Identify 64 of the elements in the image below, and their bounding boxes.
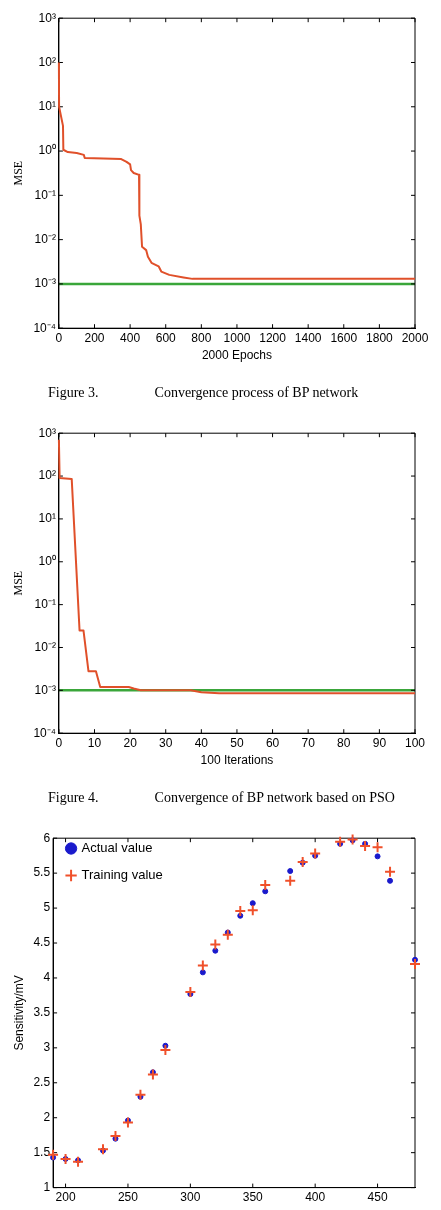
x-tick-label: 70 [301, 735, 316, 750]
y-tick-label: 10⁻³ [34, 276, 56, 291]
y-tick-label: 3.5 [33, 1005, 51, 1020]
x-tick-label: 60 [265, 735, 280, 750]
x-tick-label: 50 [230, 735, 244, 750]
x-tick-label: 200 [55, 1190, 76, 1205]
y-tick-label: 6 [43, 830, 51, 845]
x-axis-title: 100 Iterations [200, 753, 274, 768]
x-axis-title: 2000 Epochs [201, 348, 272, 363]
y-tick-label: 10⁻² [34, 639, 56, 654]
y-tick-label: 3 [43, 1040, 51, 1055]
x-tick-label: 1600 [330, 330, 358, 345]
caption: Figure 4. Convergence of BP network based on PSO [47, 789, 396, 807]
x-tick-label: 90 [372, 735, 387, 750]
y-axis-title: MSE [11, 570, 26, 596]
x-tick-label: 1800 [366, 330, 394, 345]
y-tick-label: 10² [38, 468, 56, 483]
x-tick-label: 40 [194, 735, 209, 750]
y-tick-label: 2.5 [33, 1075, 51, 1090]
y-tick-label: 10⁻⁴ [33, 320, 56, 335]
y-tick-label: 10³ [38, 10, 56, 25]
x-tick-label: 300 [180, 1190, 201, 1205]
y-tick-label: 10⁻¹ [34, 596, 56, 611]
y-tick-label: 4.5 [33, 935, 51, 950]
legend-label: Training value [81, 867, 163, 883]
y-tick-label: 10⁻² [34, 231, 56, 246]
x-tick-label: 450 [367, 1190, 388, 1205]
y-axis-title: Sensitivity/mV [11, 975, 26, 1051]
y-tick-label: 10¹ [38, 511, 56, 526]
x-tick-label: 1000 [223, 330, 251, 345]
x-tick-label: 0 [55, 330, 63, 345]
y-tick-label: 1.5 [33, 1144, 51, 1159]
x-tick-label: 1200 [259, 330, 287, 345]
x-tick-label: 100 [404, 735, 426, 750]
x-tick-label: 20 [123, 735, 138, 750]
y-tick-label: 4 [43, 970, 51, 985]
y-tick-label: 10⁻⁴ [33, 725, 56, 740]
y-tick-label: 10² [38, 54, 56, 69]
y-tick-label: 1 [43, 1179, 51, 1194]
x-tick-label: 400 [120, 330, 141, 345]
x-tick-label: 80 [337, 735, 351, 750]
y-tick-label: 10⁻³ [34, 682, 56, 697]
x-tick-label: 400 [305, 1190, 326, 1205]
caption: Figure 3. Convergence process of BP network [47, 384, 360, 402]
x-tick-label: 200 [84, 330, 105, 345]
x-tick-label: 0 [55, 735, 63, 750]
y-tick-label: 10¹ [38, 99, 56, 114]
y-axis-title: MSE [11, 160, 26, 186]
x-tick-label: 30 [159, 735, 173, 750]
x-tick-label: 10 [87, 735, 102, 750]
legend-label: Actual value [81, 840, 153, 856]
x-tick-label: 600 [155, 330, 177, 345]
x-tick-label: 800 [191, 330, 212, 345]
x-tick-label: 1400 [294, 330, 322, 345]
y-tick-label: 10⁰ [38, 554, 56, 569]
y-tick-label: 10⁰ [38, 143, 56, 158]
y-tick-label: 5.5 [33, 865, 51, 880]
x-tick-label: 2000 [401, 330, 429, 345]
y-tick-label: 10³ [38, 425, 56, 440]
y-tick-label: 5 [43, 900, 51, 915]
y-tick-label: 10⁻¹ [34, 187, 56, 202]
y-tick-label: 2 [43, 1110, 51, 1125]
x-tick-label: 250 [117, 1190, 139, 1205]
x-tick-label: 350 [242, 1190, 264, 1205]
